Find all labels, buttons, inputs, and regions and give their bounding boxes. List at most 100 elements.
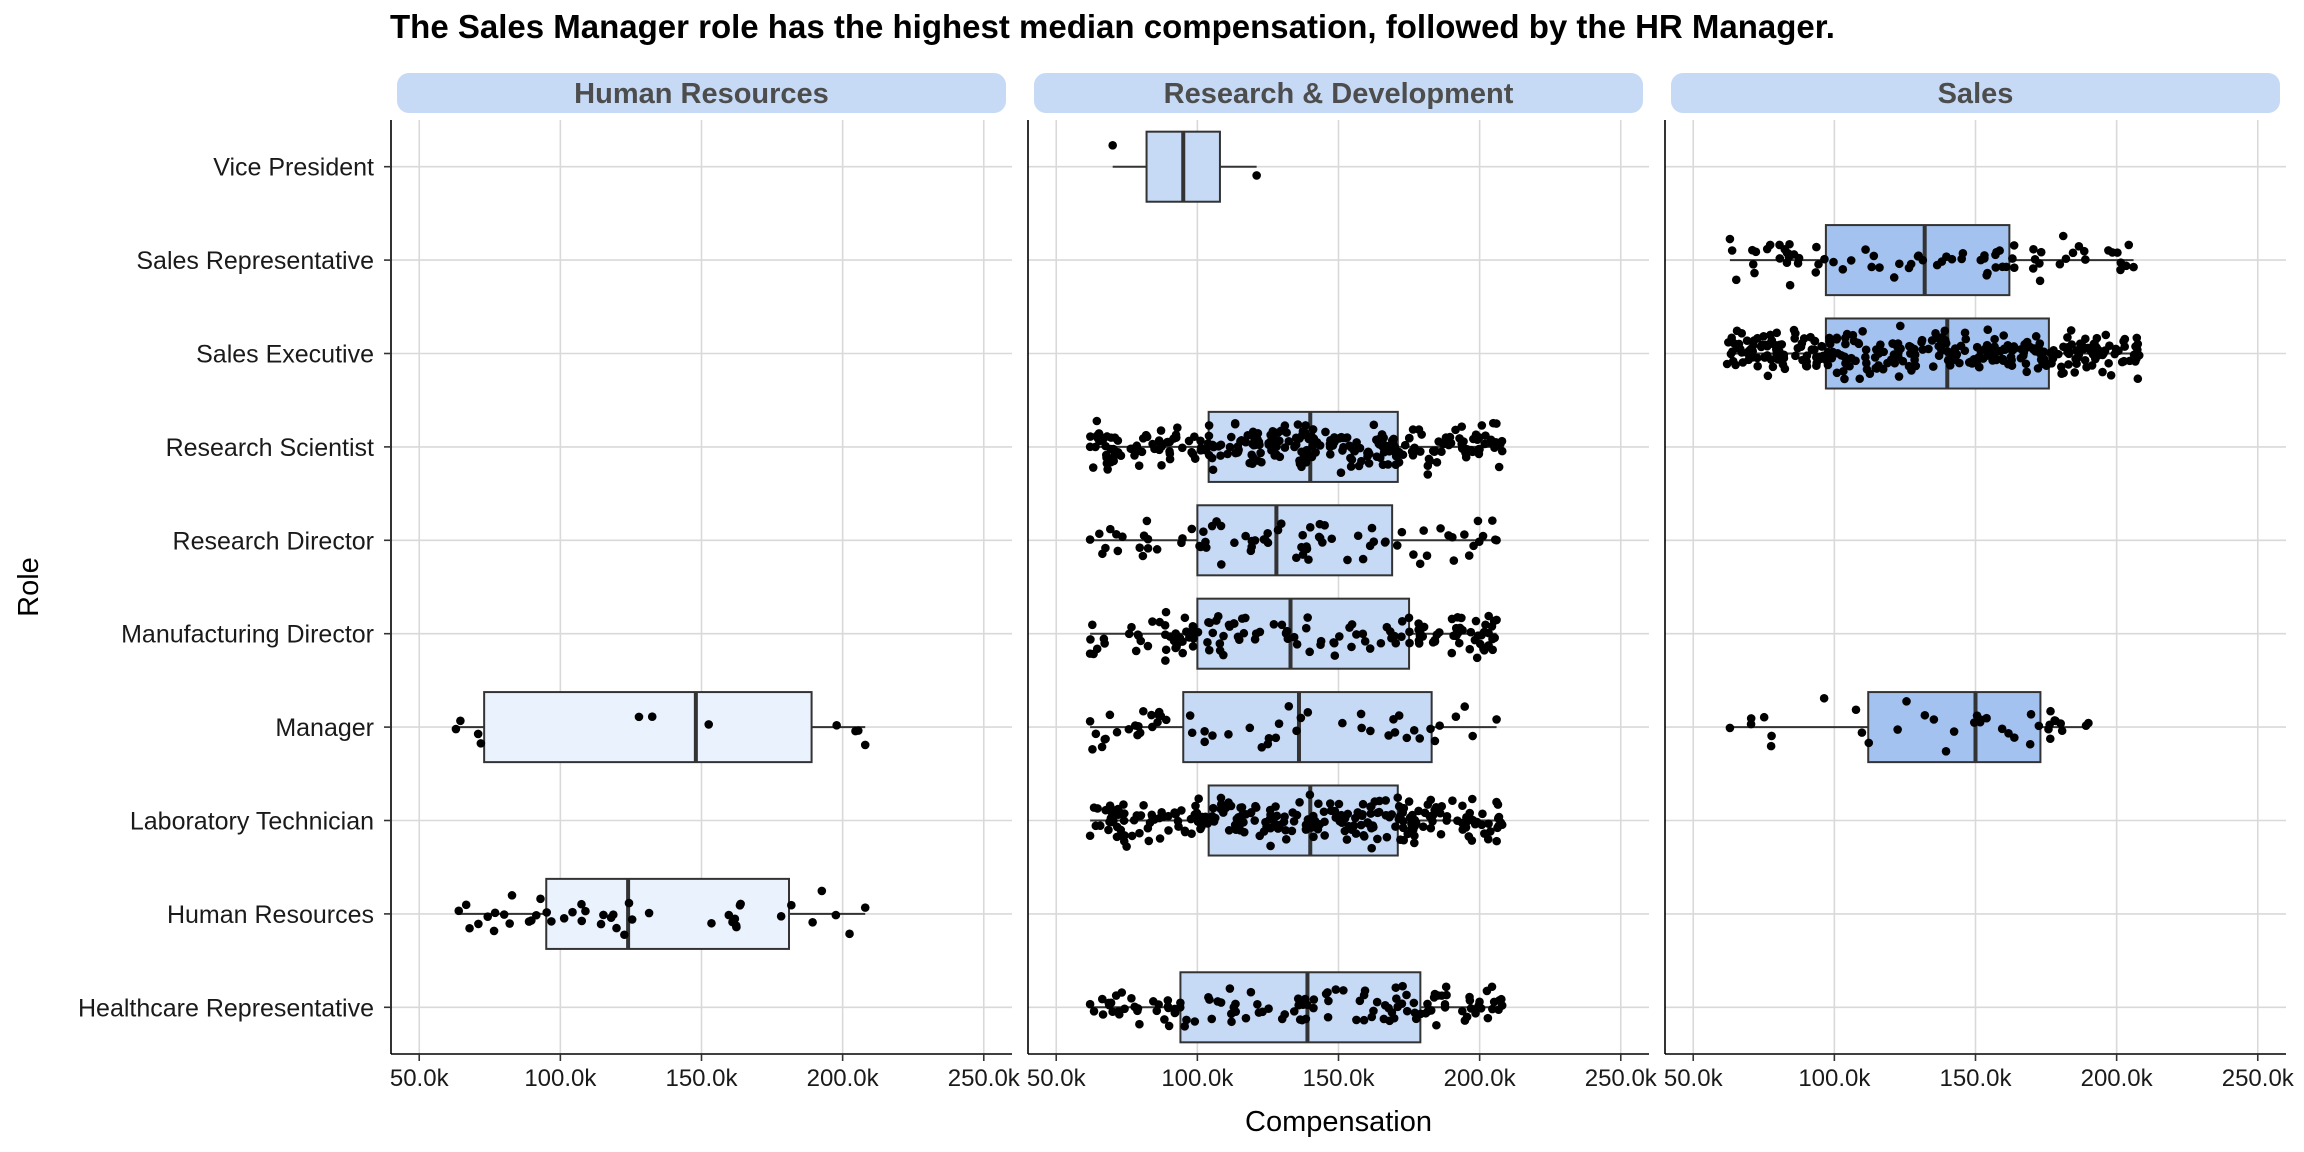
data-point bbox=[473, 729, 483, 739]
data-point bbox=[1360, 986, 1370, 995]
x-tick-label: 50.0k bbox=[1664, 1065, 1724, 1092]
data-point bbox=[1369, 420, 1379, 430]
data-point bbox=[1274, 719, 1284, 728]
data-point bbox=[1088, 463, 1098, 472]
data-point bbox=[1097, 742, 1107, 752]
data-point bbox=[2119, 356, 2129, 366]
data-point bbox=[1742, 336, 1752, 345]
data-point bbox=[1858, 327, 1867, 336]
data-point bbox=[1224, 798, 1233, 807]
data-point bbox=[1134, 446, 1144, 456]
data-point bbox=[1239, 827, 1249, 837]
data-point bbox=[1271, 733, 1281, 743]
data-point bbox=[1154, 710, 1163, 719]
data-point bbox=[1196, 443, 1206, 453]
data-point bbox=[1373, 808, 1382, 818]
data-point bbox=[1302, 544, 1312, 554]
data-point bbox=[2120, 334, 2130, 344]
data-point bbox=[1415, 559, 1425, 569]
box-sales-sales-representative bbox=[1725, 224, 2138, 297]
x-tick-label: 100.0k bbox=[1161, 1065, 1234, 1092]
data-point bbox=[1357, 723, 1366, 733]
data-point bbox=[1457, 444, 1467, 453]
data-point bbox=[1896, 321, 1905, 331]
x-tick-label: 200.0k bbox=[807, 1065, 880, 1092]
data-point bbox=[1135, 543, 1145, 552]
data-point bbox=[1418, 822, 1428, 831]
data-point bbox=[1481, 431, 1490, 440]
data-point bbox=[1143, 641, 1153, 651]
data-point bbox=[1113, 546, 1123, 556]
data-point bbox=[1085, 716, 1095, 726]
data-point bbox=[489, 926, 499, 936]
data-point bbox=[1319, 807, 1329, 817]
data-point bbox=[1164, 1003, 1173, 1013]
data-point bbox=[1817, 341, 1826, 351]
data-point bbox=[1987, 352, 1997, 361]
data-point bbox=[1379, 1014, 1389, 1024]
box-research-and-development-vice-president bbox=[1108, 130, 1261, 203]
data-point bbox=[1426, 823, 1436, 833]
data-point bbox=[1920, 710, 1930, 720]
data-point bbox=[1408, 425, 1418, 434]
data-point bbox=[1208, 803, 1218, 813]
data-point bbox=[1918, 255, 1928, 265]
data-point bbox=[1819, 693, 1829, 703]
data-point bbox=[1170, 1004, 1179, 1014]
data-point bbox=[1114, 1007, 1123, 1017]
data-point bbox=[1955, 358, 1964, 368]
data-point bbox=[1789, 325, 1799, 335]
data-point bbox=[2081, 255, 2090, 264]
data-point bbox=[1875, 263, 1884, 272]
data-point bbox=[596, 919, 606, 929]
data-point bbox=[1165, 632, 1175, 641]
data-point bbox=[1398, 823, 1408, 833]
data-point bbox=[1336, 468, 1346, 478]
data-point bbox=[2004, 728, 2013, 738]
data-point bbox=[1241, 437, 1251, 447]
data-point bbox=[1414, 806, 1423, 816]
data-point bbox=[1251, 803, 1261, 812]
data-point bbox=[1410, 443, 1419, 453]
data-point bbox=[1425, 456, 1435, 466]
data-point bbox=[1161, 607, 1171, 617]
data-point bbox=[1277, 620, 1287, 630]
data-point bbox=[1135, 728, 1145, 738]
data-point bbox=[1147, 710, 1156, 720]
data-point bbox=[1404, 613, 1414, 623]
facet-panel-sales: Sales 50.0k 100.0k 150.0k 200.0k 250.0k bbox=[1664, 73, 2295, 1092]
data-point bbox=[627, 915, 637, 924]
data-point bbox=[1097, 994, 1107, 1004]
data-point bbox=[1392, 994, 1401, 1003]
data-point bbox=[1382, 811, 1391, 820]
data-point bbox=[1219, 650, 1228, 660]
data-point bbox=[647, 712, 657, 722]
data-point bbox=[2124, 240, 2134, 250]
data-point bbox=[1099, 433, 1109, 443]
data-point bbox=[1490, 633, 1499, 643]
box-research-and-development-manufacturing-director bbox=[1085, 597, 1501, 670]
data-point bbox=[787, 900, 796, 910]
data-point bbox=[1101, 441, 1110, 451]
chart-title: The Sales Manager role has the highest m… bbox=[390, 8, 1835, 45]
data-point bbox=[1296, 713, 1306, 723]
data-point bbox=[1469, 541, 1478, 551]
data-point bbox=[1999, 331, 2009, 340]
data-point bbox=[1376, 638, 1386, 648]
data-point bbox=[2050, 716, 2059, 725]
data-point bbox=[1318, 538, 1327, 547]
data-point bbox=[1314, 799, 1323, 808]
data-point bbox=[1410, 838, 1419, 848]
data-point bbox=[1381, 537, 1390, 547]
data-point bbox=[1352, 630, 1361, 639]
data-point bbox=[1862, 365, 1872, 374]
data-point bbox=[1196, 436, 1205, 446]
data-point bbox=[1426, 795, 1436, 805]
data-point bbox=[1207, 453, 1217, 463]
data-point bbox=[1941, 746, 1951, 756]
data-point bbox=[1836, 351, 1846, 360]
data-point bbox=[644, 908, 654, 918]
x-tick-label: 50.0k bbox=[1027, 1065, 1087, 1092]
data-point bbox=[1134, 461, 1144, 470]
data-point bbox=[1301, 1014, 1311, 1024]
